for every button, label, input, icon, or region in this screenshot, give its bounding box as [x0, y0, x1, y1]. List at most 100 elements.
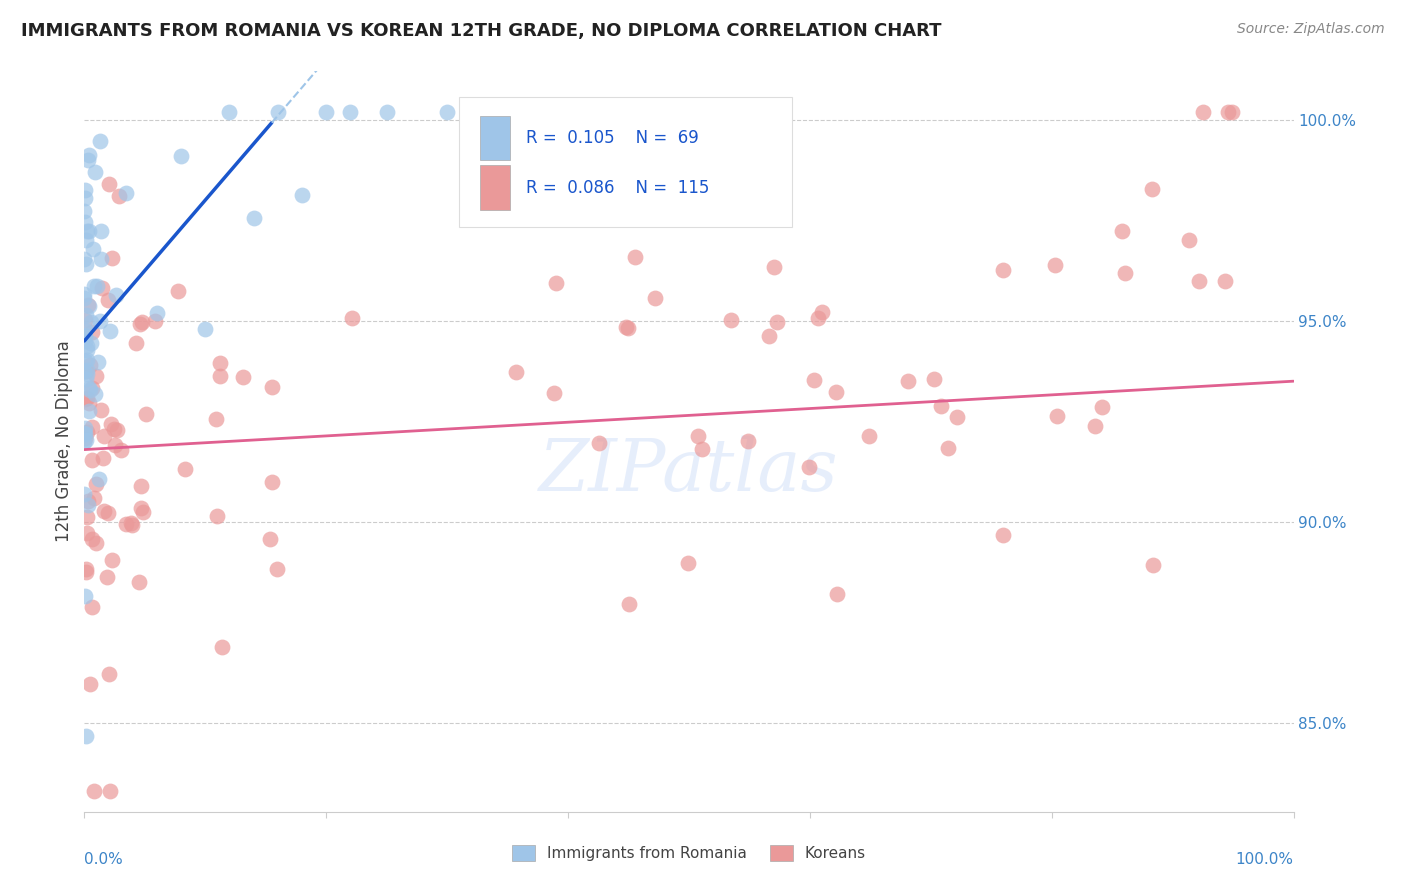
Point: [87, 472, 110, 486]
Point: [75, 354, 97, 368]
Point: [76, 353, 98, 368]
Point: [690, 442, 713, 457]
Point: [737, 434, 759, 449]
Point: [108, 189, 131, 203]
Point: [616, 319, 638, 334]
Point: [73, 252, 96, 266]
Point: [75, 729, 97, 743]
Point: [1046, 409, 1069, 423]
Point: [73, 435, 96, 450]
FancyBboxPatch shape: [479, 116, 510, 161]
Point: [75, 257, 97, 271]
Point: [557, 104, 579, 119]
Point: [101, 553, 124, 567]
Point: [1192, 104, 1215, 119]
Point: [260, 379, 283, 393]
Point: [1142, 558, 1164, 572]
Point: [82, 242, 104, 256]
Point: [1216, 104, 1239, 119]
Point: [75, 364, 97, 378]
Text: R =  0.086    N =  115: R = 0.086 N = 115: [526, 178, 709, 196]
Point: [77, 396, 100, 410]
Point: [129, 501, 152, 516]
Point: [129, 317, 152, 331]
Point: [76, 297, 98, 311]
Point: [76, 224, 98, 238]
Point: [1091, 401, 1114, 415]
Text: 0.0%: 0.0%: [84, 853, 124, 867]
Point: [80, 600, 103, 615]
Point: [73, 425, 96, 440]
Point: [623, 251, 645, 265]
Point: [1045, 258, 1067, 272]
FancyBboxPatch shape: [479, 165, 510, 210]
Point: [75, 371, 97, 385]
Point: [91, 281, 114, 295]
Point: [75, 328, 97, 343]
Point: [145, 313, 167, 327]
Point: [678, 104, 700, 119]
Point: [720, 313, 742, 327]
Text: R =  0.105    N =  69: R = 0.105 N = 69: [526, 129, 699, 147]
Text: 100.0%: 100.0%: [1236, 853, 1294, 867]
Point: [208, 369, 231, 384]
Point: [76, 391, 98, 405]
Point: [207, 509, 229, 524]
Point: [797, 460, 820, 475]
Point: [218, 104, 240, 119]
Point: [1083, 419, 1105, 434]
Point: [75, 589, 97, 603]
Point: [209, 356, 232, 370]
Point: [91, 450, 114, 465]
Point: [211, 640, 233, 654]
Point: [73, 215, 96, 229]
Point: [1222, 105, 1244, 120]
Legend: Immigrants from Romania, Koreans: Immigrants from Romania, Koreans: [506, 838, 872, 867]
Point: [342, 311, 364, 326]
Point: [97, 293, 120, 307]
Point: [945, 409, 967, 424]
Point: [93, 429, 115, 443]
Point: [80, 315, 103, 329]
Point: [897, 374, 920, 388]
Point: [84, 536, 107, 550]
Point: [77, 224, 100, 238]
Point: [929, 399, 952, 413]
Point: [924, 372, 946, 386]
Point: [76, 343, 98, 357]
Point: [76, 509, 98, 524]
Point: [82, 420, 104, 434]
Point: [110, 443, 132, 458]
Point: [811, 305, 834, 319]
Point: [93, 503, 115, 517]
Point: [76, 425, 98, 440]
Point: [825, 587, 848, 601]
Point: [75, 334, 97, 349]
Point: [1140, 182, 1163, 196]
Point: [1213, 274, 1236, 288]
Point: [115, 517, 138, 532]
Point: [76, 367, 98, 381]
Point: [75, 431, 97, 445]
Point: [616, 321, 638, 335]
Point: [644, 291, 666, 305]
Point: [824, 384, 846, 399]
Point: [104, 288, 127, 302]
Point: [76, 494, 98, 508]
Point: [858, 429, 880, 443]
Point: [204, 411, 226, 425]
Point: [103, 422, 125, 436]
Point: [758, 329, 780, 343]
Point: [75, 308, 97, 322]
Point: [79, 383, 101, 397]
Point: [936, 441, 959, 455]
Point: [125, 335, 148, 350]
Point: [1187, 274, 1209, 288]
Point: [77, 299, 100, 313]
Point: [135, 407, 157, 421]
Point: [766, 315, 789, 329]
Point: [73, 287, 96, 301]
Point: [86, 476, 108, 491]
Point: [101, 251, 124, 265]
Text: Source: ZipAtlas.com: Source: ZipAtlas.com: [1237, 22, 1385, 37]
